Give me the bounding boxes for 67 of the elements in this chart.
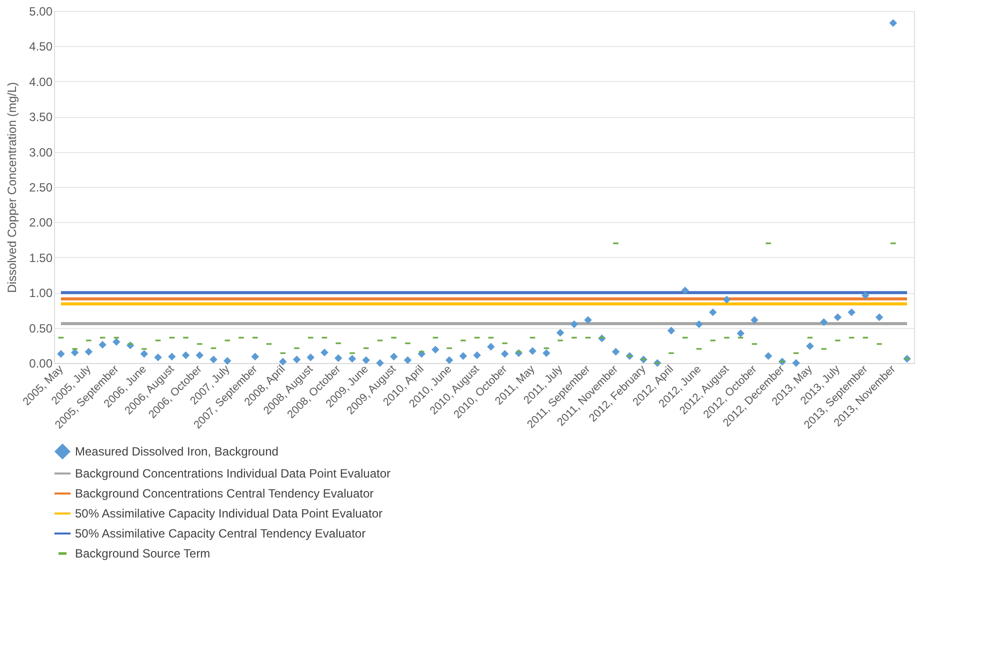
point [820,318,828,326]
y-tick-label: 0.50 [29,321,53,336]
point [736,330,744,338]
point [154,353,162,362]
legend-label: 50% Assimilative Capacity Individual Data Point Evaluator [75,506,382,520]
legend-label: Measured Dissolved Iron, Background [75,444,278,458]
y-tick-label: 2.00 [29,216,53,230]
point [722,296,731,304]
y-tick-label: 5.00 [29,4,53,18]
point [210,356,218,364]
point [473,351,481,360]
point [445,356,454,364]
point [487,342,495,351]
point [875,313,884,322]
y-tick-label: 4.00 [29,74,53,89]
y-tick-label: 1.00 [29,286,53,300]
point [667,326,676,334]
point [320,348,328,356]
legend-label: 50% Assimilative Capacity Central Tendency Evaluator [75,526,366,540]
point [168,352,176,361]
point [806,342,814,350]
point [98,340,106,349]
point [862,292,870,300]
point [390,352,398,361]
point [182,351,190,360]
point [348,354,356,363]
legend-label: Background Concentrations Individual Data Point Evaluator [75,466,391,480]
point [334,354,342,362]
y-axis-title: Dissolved Copper Concentration (mg/L) [5,82,20,293]
point [528,347,536,355]
y-tick-label: 1.50 [29,250,53,265]
point [556,328,564,337]
point [404,356,412,364]
y-tick-label: 0.00 [29,356,53,370]
y-tick-label: 3.00 [29,145,53,160]
y-tick-label: 3.50 [29,110,53,124]
point [432,346,440,354]
point [709,308,717,316]
point [362,356,370,364]
point [612,348,620,356]
point [251,352,259,361]
point [764,352,772,360]
point [681,286,689,294]
point [70,348,79,356]
point [224,357,232,365]
point [84,348,93,356]
point [584,316,592,324]
legend-label: Background Concentrations Central Tendency Evaluator [75,486,374,500]
point [57,350,65,358]
point [695,320,703,328]
point [459,352,468,360]
point [279,358,287,366]
point [292,356,301,364]
point [542,349,550,358]
point [750,316,758,324]
y-tick-label: 2.50 [29,180,53,194]
point [306,353,314,362]
point [140,350,148,358]
legend-label: Background Source Term [75,546,210,560]
point [500,350,509,358]
point [848,308,856,316]
point [889,19,898,27]
point [112,338,120,346]
point [196,351,204,360]
y-tick-label: 4.50 [29,40,53,54]
point [834,313,842,322]
point [570,320,578,328]
